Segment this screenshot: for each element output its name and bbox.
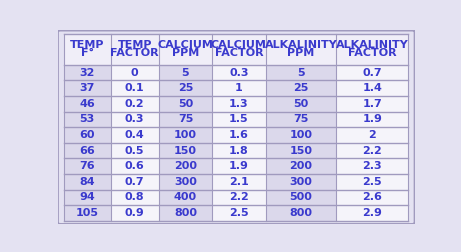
Text: CALCIUM: CALCIUM <box>158 40 213 50</box>
Bar <box>159 65 212 221</box>
Text: 0.7: 0.7 <box>362 68 382 78</box>
Text: 25: 25 <box>293 83 308 93</box>
Text: 200: 200 <box>174 161 197 171</box>
Bar <box>212 65 266 221</box>
Text: 105: 105 <box>76 208 99 218</box>
Text: 2.9: 2.9 <box>362 208 382 218</box>
Text: 800: 800 <box>174 208 197 218</box>
Text: FACTOR: FACTOR <box>110 48 159 58</box>
Text: TEMP: TEMP <box>70 40 105 50</box>
Text: 1.7: 1.7 <box>362 99 382 109</box>
Text: 53: 53 <box>80 114 95 124</box>
Text: 500: 500 <box>290 193 312 202</box>
Text: 2.3: 2.3 <box>362 161 382 171</box>
Text: 0.9: 0.9 <box>125 208 145 218</box>
Text: 300: 300 <box>174 177 197 187</box>
Text: 76: 76 <box>79 161 95 171</box>
Text: 50: 50 <box>293 99 308 109</box>
Text: 50: 50 <box>178 99 193 109</box>
Text: FACTOR: FACTOR <box>348 48 396 58</box>
Text: 5: 5 <box>182 68 189 78</box>
Bar <box>212 34 266 65</box>
Text: 84: 84 <box>79 177 95 187</box>
Text: 1.5: 1.5 <box>229 114 248 124</box>
Text: 150: 150 <box>174 146 197 156</box>
Bar <box>266 65 336 221</box>
Text: 100: 100 <box>174 130 197 140</box>
Text: 75: 75 <box>178 114 193 124</box>
Text: 0.8: 0.8 <box>125 193 144 202</box>
Text: 1: 1 <box>235 83 243 93</box>
FancyBboxPatch shape <box>58 30 415 224</box>
Text: 0.5: 0.5 <box>125 146 144 156</box>
Text: 2: 2 <box>368 130 376 140</box>
Text: 1.9: 1.9 <box>229 161 249 171</box>
Text: 5: 5 <box>297 68 305 78</box>
Text: 75: 75 <box>293 114 308 124</box>
Text: 94: 94 <box>79 193 95 202</box>
Text: 2.6: 2.6 <box>362 193 382 202</box>
Text: CALCIUM: CALCIUM <box>211 40 267 50</box>
Text: ALKALINITY: ALKALINITY <box>336 40 409 50</box>
Text: 1.8: 1.8 <box>229 146 249 156</box>
Text: 0: 0 <box>131 68 138 78</box>
Bar <box>111 65 159 221</box>
Text: 2.5: 2.5 <box>229 208 248 218</box>
Bar <box>64 65 111 221</box>
Text: 0.3: 0.3 <box>125 114 144 124</box>
Text: 1.3: 1.3 <box>229 99 248 109</box>
Text: 300: 300 <box>290 177 312 187</box>
Bar <box>266 34 336 65</box>
Text: 100: 100 <box>290 130 313 140</box>
Text: TEMP: TEMP <box>118 40 152 50</box>
Text: 0.3: 0.3 <box>229 68 248 78</box>
Bar <box>336 65 408 221</box>
Text: 1.4: 1.4 <box>362 83 382 93</box>
Text: 800: 800 <box>290 208 313 218</box>
Text: 0.4: 0.4 <box>125 130 145 140</box>
Text: PPM: PPM <box>287 48 314 58</box>
Bar <box>336 34 408 65</box>
Bar <box>159 34 212 65</box>
Text: 150: 150 <box>290 146 313 156</box>
Text: 0.2: 0.2 <box>125 99 144 109</box>
Text: 2.1: 2.1 <box>229 177 249 187</box>
Text: 1.9: 1.9 <box>362 114 382 124</box>
Text: 2.5: 2.5 <box>362 177 382 187</box>
Bar <box>111 34 159 65</box>
Text: 0.6: 0.6 <box>125 161 145 171</box>
Text: 2.2: 2.2 <box>362 146 382 156</box>
Text: 46: 46 <box>79 99 95 109</box>
Text: 2.2: 2.2 <box>229 193 249 202</box>
Text: FACTOR: FACTOR <box>214 48 263 58</box>
Bar <box>64 34 111 65</box>
Text: 0.7: 0.7 <box>125 177 144 187</box>
Text: 60: 60 <box>80 130 95 140</box>
Text: 400: 400 <box>174 193 197 202</box>
Text: 25: 25 <box>178 83 193 93</box>
Text: 32: 32 <box>80 68 95 78</box>
Text: ALKALINITY: ALKALINITY <box>265 40 337 50</box>
Text: 66: 66 <box>79 146 95 156</box>
Text: 1.6: 1.6 <box>229 130 249 140</box>
Text: PPM: PPM <box>172 48 199 58</box>
Text: 200: 200 <box>290 161 313 171</box>
Text: 37: 37 <box>80 83 95 93</box>
Text: 0.1: 0.1 <box>125 83 144 93</box>
Text: F°: F° <box>81 48 94 58</box>
